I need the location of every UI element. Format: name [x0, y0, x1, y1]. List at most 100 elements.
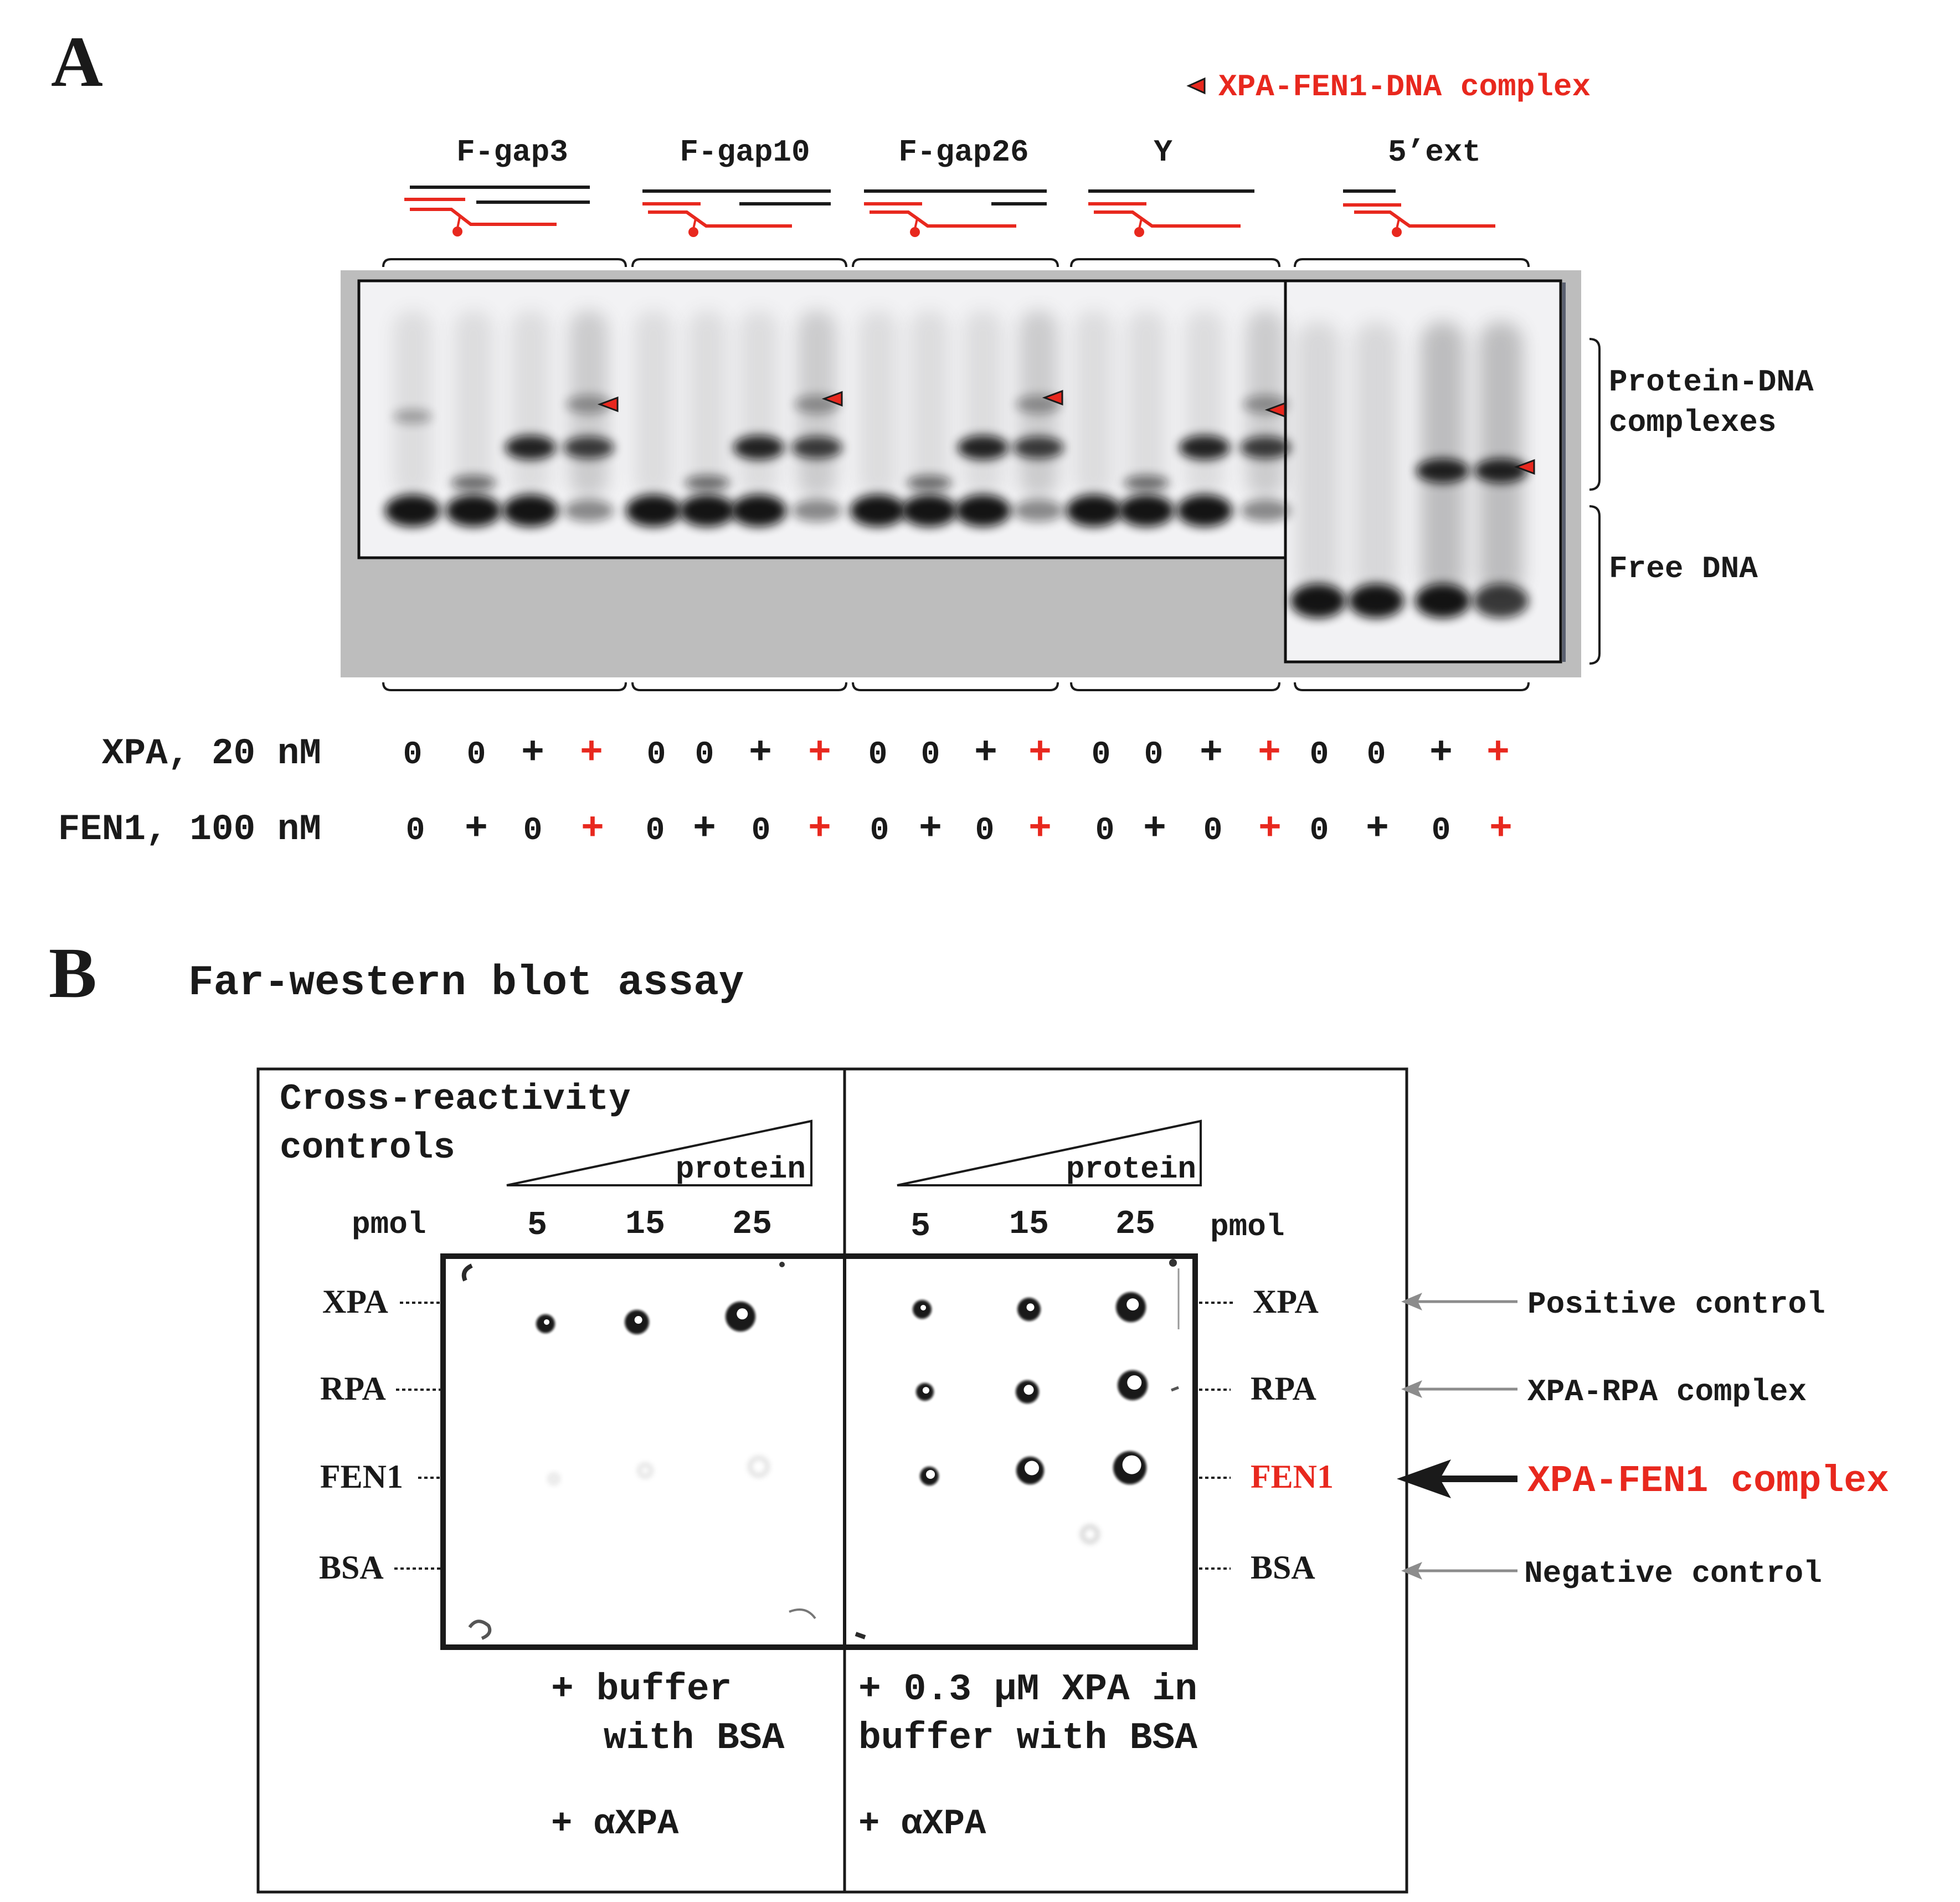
complex-arrowheads: [597, 389, 1535, 475]
annotation-arrows: [1397, 1293, 1517, 1580]
xpa-condition-value: +: [1200, 732, 1223, 775]
pmol-label-left: pmol: [352, 1207, 426, 1242]
complexes-label-line2: complexes: [1609, 405, 1776, 440]
antibody-label-right: + αXPA: [858, 1805, 986, 1844]
annotation-xpa-rpa-complex: XPA-RPA complex: [1527, 1374, 1807, 1410]
complex-arrowhead-icon: [597, 396, 619, 413]
xpa-dna-band: [1240, 436, 1291, 459]
side-brackets: [1589, 338, 1601, 665]
xpa-condition-value: 0: [1367, 737, 1386, 773]
free-dna-band: [1177, 495, 1232, 527]
cross-reactivity-line1: Cross-reactivity: [280, 1078, 631, 1120]
xpa-condition-value: 0: [1310, 737, 1329, 773]
top-lane-braces: [382, 258, 1530, 268]
xpa-condition-value: +: [1028, 732, 1052, 775]
panel-b-title: Far-western blot assay: [188, 959, 744, 1007]
row-label-right-bsa: BSA: [1251, 1549, 1315, 1586]
fen1-condition-value: +: [919, 808, 942, 851]
substrate-label-f-gap26: F-gap26: [898, 135, 1028, 170]
gel-smear: [511, 310, 550, 498]
xpa-dna-band: [1013, 436, 1064, 459]
amount-right-5: 5: [910, 1208, 930, 1246]
xpa-condition-value: +: [974, 732, 997, 775]
annotation-positive-control: Positive control: [1527, 1287, 1825, 1322]
xpa-fen1-dna-band: [566, 395, 611, 414]
complex-arrowhead-icon: [1514, 459, 1535, 475]
xpa-condition-value: +: [1486, 732, 1510, 775]
left-condition-line2: with BSA: [604, 1717, 785, 1760]
fen1-condition-value: 0: [752, 813, 771, 849]
gel-smear: [1127, 310, 1166, 498]
blot-dot-xpa: [726, 1302, 755, 1332]
gel-smear: [1074, 310, 1113, 498]
schematic-f-gap10: [642, 189, 831, 237]
fen1-condition-value: +: [808, 808, 831, 851]
free-dna-band: [792, 500, 842, 522]
fen1-condition-value: 0: [1310, 813, 1329, 849]
xpa-dna-band: [505, 435, 556, 460]
xpa-dna-band: [733, 435, 784, 460]
blot-dot-fen1: [1113, 1451, 1146, 1484]
blot-dot-xpa: [913, 1300, 932, 1319]
free-dna-band: [385, 495, 440, 527]
amount-right-25: 25: [1115, 1206, 1155, 1243]
complex-arrowhead-icon: [821, 390, 843, 407]
gel-smear: [910, 310, 949, 498]
xpa-condition-value: 0: [921, 737, 940, 773]
complexes-label-line1: Protein-DNA: [1609, 364, 1814, 400]
xpa-condition-value: 0: [403, 737, 423, 773]
xpa-dna-band: [563, 436, 614, 459]
fen1-condition-value: +: [1143, 808, 1166, 851]
fen1-dna-band: [907, 475, 952, 491]
xpa-condition-value: 0: [1144, 737, 1164, 773]
blot-dot-faint: [749, 1457, 769, 1477]
gel-smear: [1354, 321, 1398, 598]
substrate-label-5ext: 5’ext: [1388, 135, 1481, 170]
substrate-label-f-gap10: F-gap10: [680, 135, 810, 170]
row-label-left-bsa: BSA: [319, 1549, 384, 1586]
blot-dot-xpa: [1017, 1298, 1041, 1321]
free-dna-band: [1119, 495, 1174, 527]
fen1-condition-value: +: [1028, 808, 1052, 851]
protein-label-right: protein: [1066, 1152, 1196, 1187]
free-dna-band: [1066, 495, 1122, 527]
protein-dna-band: [1416, 459, 1469, 483]
protein-label-left: protein: [676, 1152, 806, 1187]
xpa-condition-value: 0: [868, 737, 888, 773]
fen1-dna-band: [1124, 475, 1169, 491]
fen1-condition-value: 0: [1432, 813, 1451, 849]
gel-smear: [393, 310, 432, 498]
free-dna-band: [731, 495, 786, 527]
free-dna-band: [1349, 584, 1404, 618]
gel-smear: [964, 310, 1002, 498]
free-dna-band: [564, 500, 614, 522]
panel-a-label: A: [51, 22, 103, 102]
free-dna-band: [626, 495, 681, 527]
amount-left-15: 15: [625, 1206, 665, 1243]
free-dna-band: [1473, 584, 1529, 618]
xpa-condition-value: 0: [1092, 737, 1111, 773]
protein-gradient-wedge-left: [506, 1119, 812, 1186]
blot-membrane: [440, 1253, 1198, 1650]
row-label-left-rpa: RPA: [320, 1370, 386, 1407]
panel-b-label: B: [49, 933, 97, 1013]
free-dna-band: [1415, 584, 1470, 618]
xpa-dna-band: [791, 436, 842, 459]
gel-smear: [688, 310, 727, 498]
gel-smear: [739, 310, 778, 498]
fen1-condition-value: 0: [646, 813, 665, 849]
fen1-condition-value: +: [1366, 808, 1389, 851]
free-dna-band: [902, 495, 957, 527]
gel-smear: [454, 310, 493, 498]
antibody-label-left: + αXPA: [551, 1805, 679, 1844]
blot-dot-xpa: [536, 1314, 555, 1333]
free-dna-band: [850, 495, 906, 527]
protein-row-labels: XPA RPA FEN1 BSA XPA RPA FEN1 BSA: [319, 1283, 1334, 1586]
fen1-condition-value: 0: [1095, 813, 1115, 849]
pmol-label-right: pmol: [1210, 1209, 1284, 1245]
free-dna-band: [503, 495, 558, 527]
arrow-left-bold-icon: [1397, 1459, 1451, 1498]
free-dna-band: [955, 495, 1011, 527]
blot-dot-faint: [1081, 1525, 1099, 1543]
